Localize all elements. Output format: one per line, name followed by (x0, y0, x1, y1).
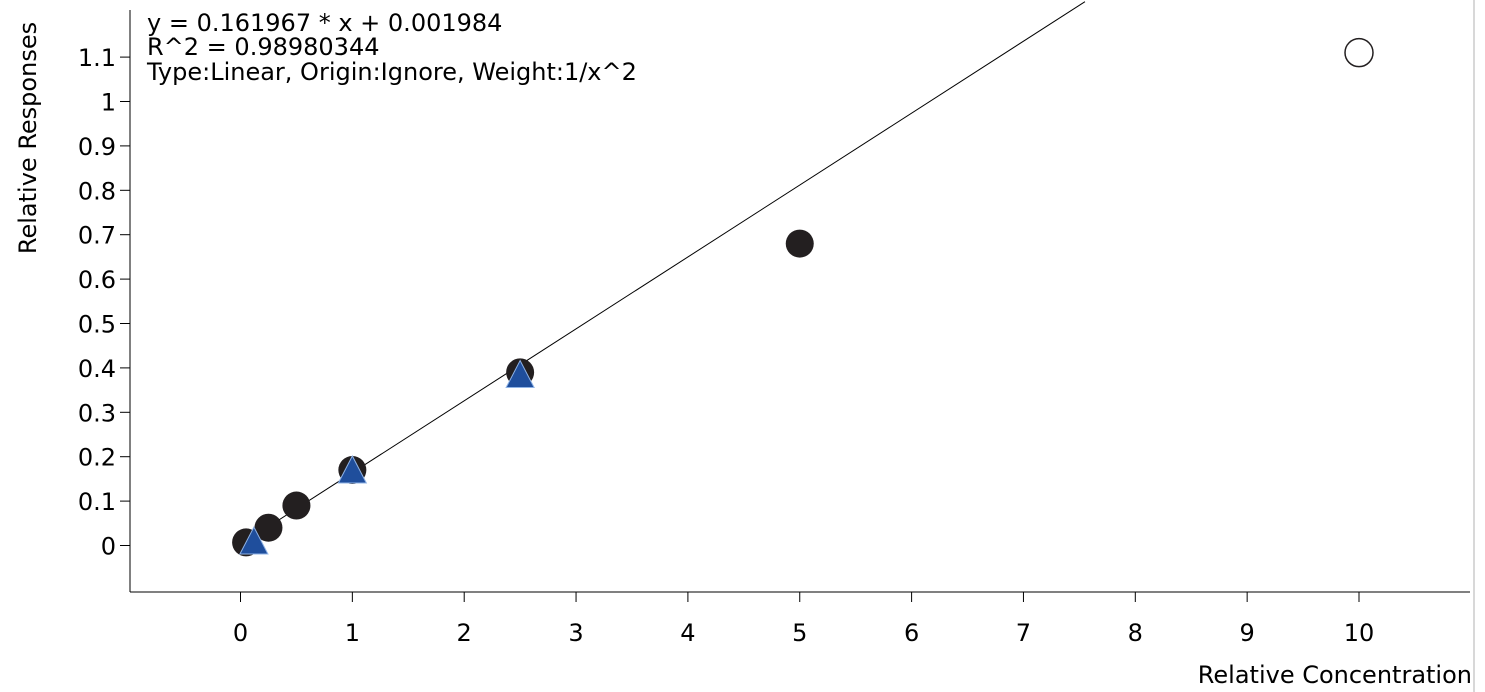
fit-layer (245, 1, 1086, 542)
data-point-filled (282, 491, 311, 520)
data-point-excluded (1344, 37, 1374, 68)
regression-annotation-line: Type:Linear, Origin:Ignore, Weight:1/x^2 (146, 58, 637, 86)
x-tick-label: 6 (904, 619, 919, 647)
data-point-filled (254, 513, 283, 542)
y-axis-title: Relative Responses (14, 22, 42, 254)
x-tick-label: 3 (568, 619, 583, 647)
y-tick-label: 0.1 (78, 488, 116, 516)
x-tick-label: 9 (1240, 619, 1255, 647)
x-tick-label: 5 (792, 619, 807, 647)
y-tick-label: 1.1 (78, 44, 116, 72)
data-point-filled (785, 229, 814, 258)
data-point-qc (505, 359, 535, 389)
y-tick-label: 0.2 (78, 444, 116, 472)
y-ticks: 0 0.1 0.2 0.3 0.4 0.5 0.6 0.7 0.8 0.9 1 1.1 (78, 44, 130, 561)
y-tick-label: 0.7 (78, 222, 116, 250)
x-tick-label: 1 (345, 619, 360, 647)
x-tick-label: 7 (1016, 619, 1031, 647)
regression-annotation-line: y = 0.161967 * x + 0.001984 (147, 9, 502, 37)
x-tick-label: 2 (457, 619, 472, 647)
x-tick-label: 4 (680, 619, 695, 647)
y-tick-label: 0.5 (78, 311, 116, 339)
y-tick-label: 1 (101, 89, 116, 117)
y-tick-label: 0 (101, 533, 116, 561)
x-tick-label: 8 (1128, 619, 1143, 647)
data-point-qc (239, 525, 269, 555)
y-tick-label: 0.4 (78, 355, 116, 383)
regression-line (245, 1, 1086, 542)
y-tick-label: 0.8 (78, 177, 116, 205)
points-layer (232, 37, 1374, 557)
regression-annotation-line: R^2 = 0.98980344 (147, 33, 379, 61)
data-point-qc (337, 454, 368, 484)
x-tick-label: 0 (233, 619, 248, 647)
axes (129, 0, 1475, 692)
y-tick-label: 0.6 (78, 266, 116, 294)
y-tick-label: 0.9 (78, 133, 116, 161)
x-tick-label: 10 (1344, 619, 1375, 647)
x-ticks: 0 1 2 3 4 5 6 7 8 9 10 (233, 592, 1374, 647)
y-tick-label: 0.3 (78, 399, 116, 427)
x-axis-title: Relative Concentration (1198, 661, 1472, 689)
